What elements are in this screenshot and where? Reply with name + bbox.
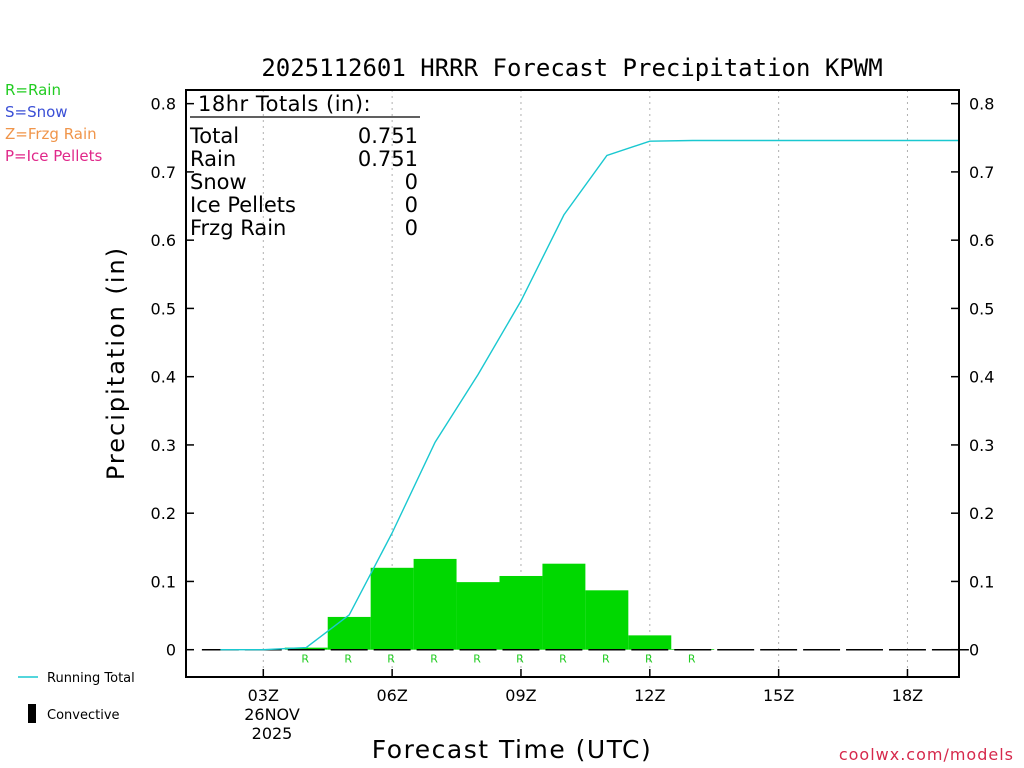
totals-box: 18hr Totals (in): Total 0.751 Rain 0.751… [189,92,420,240]
date-label-year: 2025 [252,724,293,743]
ytick-right-label-3: 0.3 [969,436,994,455]
type-label-4: R [301,653,309,666]
legend-snow: S=Snow [5,103,68,121]
y-axis-label: Precipitation (in) [102,246,130,480]
legend-rain: R=Rain [5,81,61,99]
vertical-gridlines [262,90,908,677]
ytick-left-label-3: 0.3 [151,436,176,455]
ytick-left-label-6: 0.6 [151,231,176,250]
bar-6 [370,567,414,650]
bar-11 [585,590,629,650]
chart-title: 2025112601 HRRR Forecast Precipitation K… [261,54,882,82]
ytick-right-label-4: 0.4 [969,368,994,387]
precip-type-legend: R=Rain S=Snow Z=Frzg Rain P=Ice Pellets [5,79,102,167]
convective-legend-label: Convective [47,708,120,723]
type-label-13: R [688,653,696,666]
xtick-label-1: 06Z [376,686,407,705]
ytick-left-label-7: 0.7 [151,163,176,182]
ytick-left-label-4: 0.4 [151,368,176,387]
x-axis: 03Z 06Z 09Z 12Z 15Z 18Z [248,669,923,705]
totals-ice-label: Ice Pellets [190,193,296,217]
ytick-right-label-7: 0.7 [969,163,994,182]
y-axis-left: 0 0.1 0.2 0.3 0.4 0.5 0.6 0.7 0.8 [151,95,194,660]
totals-frzg-label: Frzg Rain [190,216,286,240]
ytick-right-label-5: 0.5 [969,299,994,318]
running-total-line [220,139,959,651]
ytick-right-label-8: 0.8 [969,95,994,114]
source-credit: coolwx.com/models [838,745,1014,764]
bar-7 [413,558,457,650]
plot-frame [185,89,960,678]
type-label-7: R [430,653,438,666]
bar-5 [327,616,371,650]
type-label-6: R [387,653,395,666]
ytick-left-label-1: 0.1 [151,572,176,591]
totals-total-label: Total [189,124,239,148]
type-label-8: R [473,653,481,666]
ytick-right-label-2: 0.2 [969,504,994,523]
totals-snow-label: Snow [190,170,247,194]
type-label-11: R [602,653,610,666]
type-label-5: R [344,653,352,666]
x-axis-label: Forecast Time (UTC) [372,735,652,764]
ytick-right-label-1: 0.1 [969,572,994,591]
ytick-left-label-5: 0.5 [151,299,176,318]
xtick-label-2: 09Z [505,686,536,705]
totals-frzg-value: 0 [405,216,418,240]
bar-8 [456,582,500,650]
ytick-right-label-6: 0.6 [969,231,994,250]
ytick-left-label-0: 0 [166,641,176,660]
legend-ice-pellets: P=Ice Pellets [5,147,103,165]
y-axis-right: 0 0.1 0.2 0.3 0.4 0.5 0.6 0.7 0.8 [951,95,994,660]
bar-10 [542,563,586,650]
running-total-legend-label: Running Total [47,671,135,686]
ytick-right-label-0: 0 [969,641,979,660]
legend-frzg-rain: Z=Frzg Rain [5,125,97,143]
series-legend: Running Total Convective [18,671,135,723]
type-label-12: R [645,653,653,666]
type-label-9: R [516,653,524,666]
ytick-left-label-8: 0.8 [151,95,176,114]
totals-snow-value: 0 [405,170,418,194]
type-label-10: R [559,653,567,666]
date-label-day: 26NOV [244,705,300,724]
totals-total-value: 0.751 [358,124,418,148]
totals-rain-label: Rain [190,147,236,171]
bar-12 [628,635,672,650]
bar-4 [284,647,328,650]
totals-header: 18hr Totals (in): [198,92,371,116]
xtick-label-5: 18Z [892,686,923,705]
totals-ice-value: 0 [405,193,418,217]
precip-bars [284,558,715,650]
xtick-label-4: 15Z [763,686,794,705]
ytick-left-label-2: 0.2 [151,504,176,523]
bar-9 [499,575,543,650]
totals-rain-value: 0.751 [358,147,418,171]
xtick-label-3: 12Z [634,686,665,705]
xtick-label-0: 03Z [248,686,279,705]
convective-legend-swatch [28,704,36,723]
